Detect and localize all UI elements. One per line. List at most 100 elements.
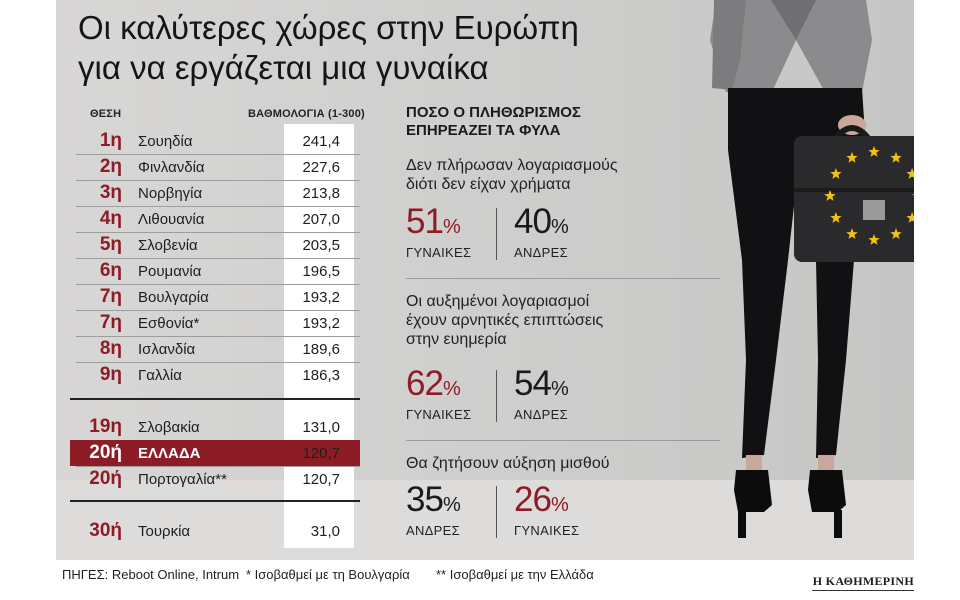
stat-3-women-value: 26 bbox=[514, 480, 552, 519]
row-country: Γαλλία bbox=[138, 367, 182, 384]
stat-3-men-label: ΑΝΔΡΕΣ bbox=[406, 523, 460, 538]
row-separator bbox=[76, 362, 360, 363]
row-separator bbox=[76, 310, 360, 311]
table-row: 30ή Τουρκία 31,0 bbox=[56, 518, 366, 544]
stat-1-women-label: ΓΥΝΑΙΚΕΣ bbox=[406, 245, 472, 260]
table-row: 20ή Πορτογαλία** 120,7 bbox=[56, 466, 366, 492]
stat-3-divider bbox=[496, 486, 497, 538]
question-3-line-1: Θα ζητήσουν αύξηση μισθού bbox=[406, 455, 610, 472]
row-rank: 1η bbox=[99, 130, 122, 151]
eu-star-icon bbox=[906, 212, 914, 223]
highlight-bar bbox=[70, 440, 360, 466]
stat-2-women-label: ΓΥΝΑΙΚΕΣ bbox=[406, 407, 472, 422]
row-score: 213,8 bbox=[302, 185, 340, 202]
row-score: 207,0 bbox=[302, 211, 340, 228]
row-country: Σουηδία bbox=[138, 133, 193, 150]
row-score: 120,7 bbox=[302, 471, 340, 488]
row-separator bbox=[76, 336, 360, 337]
row-rank: 30ή bbox=[89, 520, 122, 541]
row-separator bbox=[76, 258, 360, 259]
group-separator bbox=[70, 500, 360, 502]
row-country: Ρουμανία bbox=[138, 263, 202, 280]
inflation-title: ΠΟΣΟ Ο ΠΛΗΘΩΡΙΣΜΟΣ ΕΠΗΡΕΑΖΕΙ ΤΑ ΦΥΛΑ bbox=[406, 104, 581, 140]
group-separator bbox=[70, 398, 360, 400]
row-rank: 19η bbox=[89, 416, 122, 437]
eu-star-icon bbox=[890, 151, 902, 163]
row-country: Βουλγαρία bbox=[138, 289, 209, 306]
row-separator bbox=[76, 154, 360, 155]
question-2: Οι αυξημένοι λογαριασμοί έχουν αρνητικές… bbox=[406, 292, 603, 349]
row-score: 203,5 bbox=[302, 237, 340, 254]
table-row: 1η Σουηδία 241,4 bbox=[56, 128, 366, 154]
question-1: Δεν πλήρωσαν λογαριασμούς διότι δεν είχα… bbox=[406, 156, 618, 194]
table-row: 2η Φινλανδία 227,6 bbox=[56, 154, 366, 180]
row-country: ΕΛΛΑΔΑ bbox=[138, 445, 201, 462]
stat-1-men-label: ΑΝΔΡΕΣ bbox=[514, 245, 568, 260]
eu-star-icon bbox=[824, 190, 836, 201]
stat-1-divider bbox=[496, 208, 497, 260]
eu-star-icon bbox=[830, 168, 842, 179]
table-row: 4η Λιθουανία 207,0 bbox=[56, 206, 366, 232]
row-separator bbox=[76, 232, 360, 233]
eu-star-icon bbox=[906, 168, 914, 179]
table-row: 8η Ισλανδία 189,6 bbox=[56, 336, 366, 362]
row-score: 241,4 bbox=[302, 133, 340, 150]
section-divider-2 bbox=[406, 440, 720, 441]
stat-3-women-label: ΓΥΝΑΙΚΕΣ bbox=[514, 523, 580, 538]
section-divider-1 bbox=[406, 278, 720, 279]
question-2-line-1: Οι αυξημένοι λογαριασμοί bbox=[406, 293, 590, 310]
row-country: Εσθονία* bbox=[138, 315, 200, 332]
table-row: 6η Ρουμανία 196,5 bbox=[56, 258, 366, 284]
stat-1-men-pct: % bbox=[550, 216, 569, 238]
row-rank: 6η bbox=[99, 260, 122, 281]
table-row: 7η Εσθονία* 193,2 bbox=[56, 310, 366, 336]
infographic-panel: Οι καλύτερες χώρες στην Ευρώπη για να ερ… bbox=[56, 0, 914, 560]
stat-1-men-value: 40 bbox=[514, 202, 552, 241]
row-score: 193,2 bbox=[302, 289, 340, 306]
stat-2-men-pct: % bbox=[550, 378, 569, 400]
row-score: 131,0 bbox=[302, 419, 340, 436]
row-country: Πορτογαλία** bbox=[138, 471, 227, 488]
row-score: 120,7 bbox=[302, 445, 340, 462]
row-rank: 20ή bbox=[89, 442, 122, 463]
eu-star-icon bbox=[868, 146, 880, 157]
row-country: Σλοβακία bbox=[138, 419, 200, 436]
title-line-2: για να εργάζεται μια γυναίκα bbox=[78, 49, 489, 86]
stat-3-men: 35% ΑΝΔΡΕΣ bbox=[406, 480, 496, 539]
stat-2-men-label: ΑΝΔΡΕΣ bbox=[514, 407, 568, 422]
stat-1-men: 40% ΑΝΔΡΕΣ bbox=[514, 202, 604, 261]
table-row: 7η Βουλγαρία 193,2 bbox=[56, 284, 366, 310]
score-column-header: ΒΑΘΜΟΛΟΓΙΑ (1-300) bbox=[248, 108, 365, 120]
row-score: 186,3 bbox=[302, 367, 340, 384]
stat-3-men-pct: % bbox=[442, 494, 461, 516]
eu-star-icon bbox=[846, 151, 858, 163]
eu-star-icon bbox=[846, 228, 858, 239]
footnote-2: ** Ισοβαθμεί με την Ελλάδα bbox=[436, 567, 594, 582]
stat-3-women: 26% ΓΥΝΑΙΚΕΣ bbox=[514, 480, 604, 539]
page-title: Οι καλύτερες χώρες στην Ευρώπη για να ερ… bbox=[78, 8, 579, 88]
question-2-line-2: έχουν αρνητικές επιπτώσεις bbox=[406, 312, 604, 329]
question-1-line-1: Δεν πλήρωσαν λογαριασμούς bbox=[406, 157, 618, 174]
stat-1-women-value: 51 bbox=[406, 202, 444, 241]
stat-2-women-value: 62 bbox=[406, 364, 444, 403]
stat-2-women-pct: % bbox=[442, 378, 461, 400]
stat-1-women: 51% ΓΥΝΑΙΚΕΣ bbox=[406, 202, 496, 261]
inflation-title-line-2: ΕΠΗΡΕΑΖΕΙ ΤΑ ΦΥΛΑ bbox=[406, 122, 561, 139]
question-1-line-2: διότι δεν είχαν χρήματα bbox=[406, 176, 571, 193]
stat-3-women-pct: % bbox=[550, 494, 569, 516]
eu-star-icon bbox=[830, 212, 842, 223]
title-line-1: Οι καλύτερες χώρες στην Ευρώπη bbox=[78, 9, 579, 46]
row-rank: 5η bbox=[99, 234, 122, 255]
row-rank: 7η bbox=[99, 312, 122, 333]
eu-star-icon bbox=[890, 228, 902, 239]
table-row: 9η Γαλλία 186,3 bbox=[56, 362, 366, 388]
row-score: 193,2 bbox=[302, 315, 340, 332]
row-country: Ισλανδία bbox=[138, 341, 196, 358]
woman-with-eu-briefcase-illustration bbox=[710, 0, 914, 538]
inflation-title-line-1: ΠΟΣΟ Ο ΠΛΗΘΩΡΙΣΜΟΣ bbox=[406, 104, 581, 121]
row-separator bbox=[76, 466, 360, 467]
stat-3-men-value: 35 bbox=[406, 480, 444, 519]
row-score: 196,5 bbox=[302, 263, 340, 280]
stat-2-men-value: 54 bbox=[514, 364, 552, 403]
row-country: Λιθουανία bbox=[138, 211, 205, 228]
